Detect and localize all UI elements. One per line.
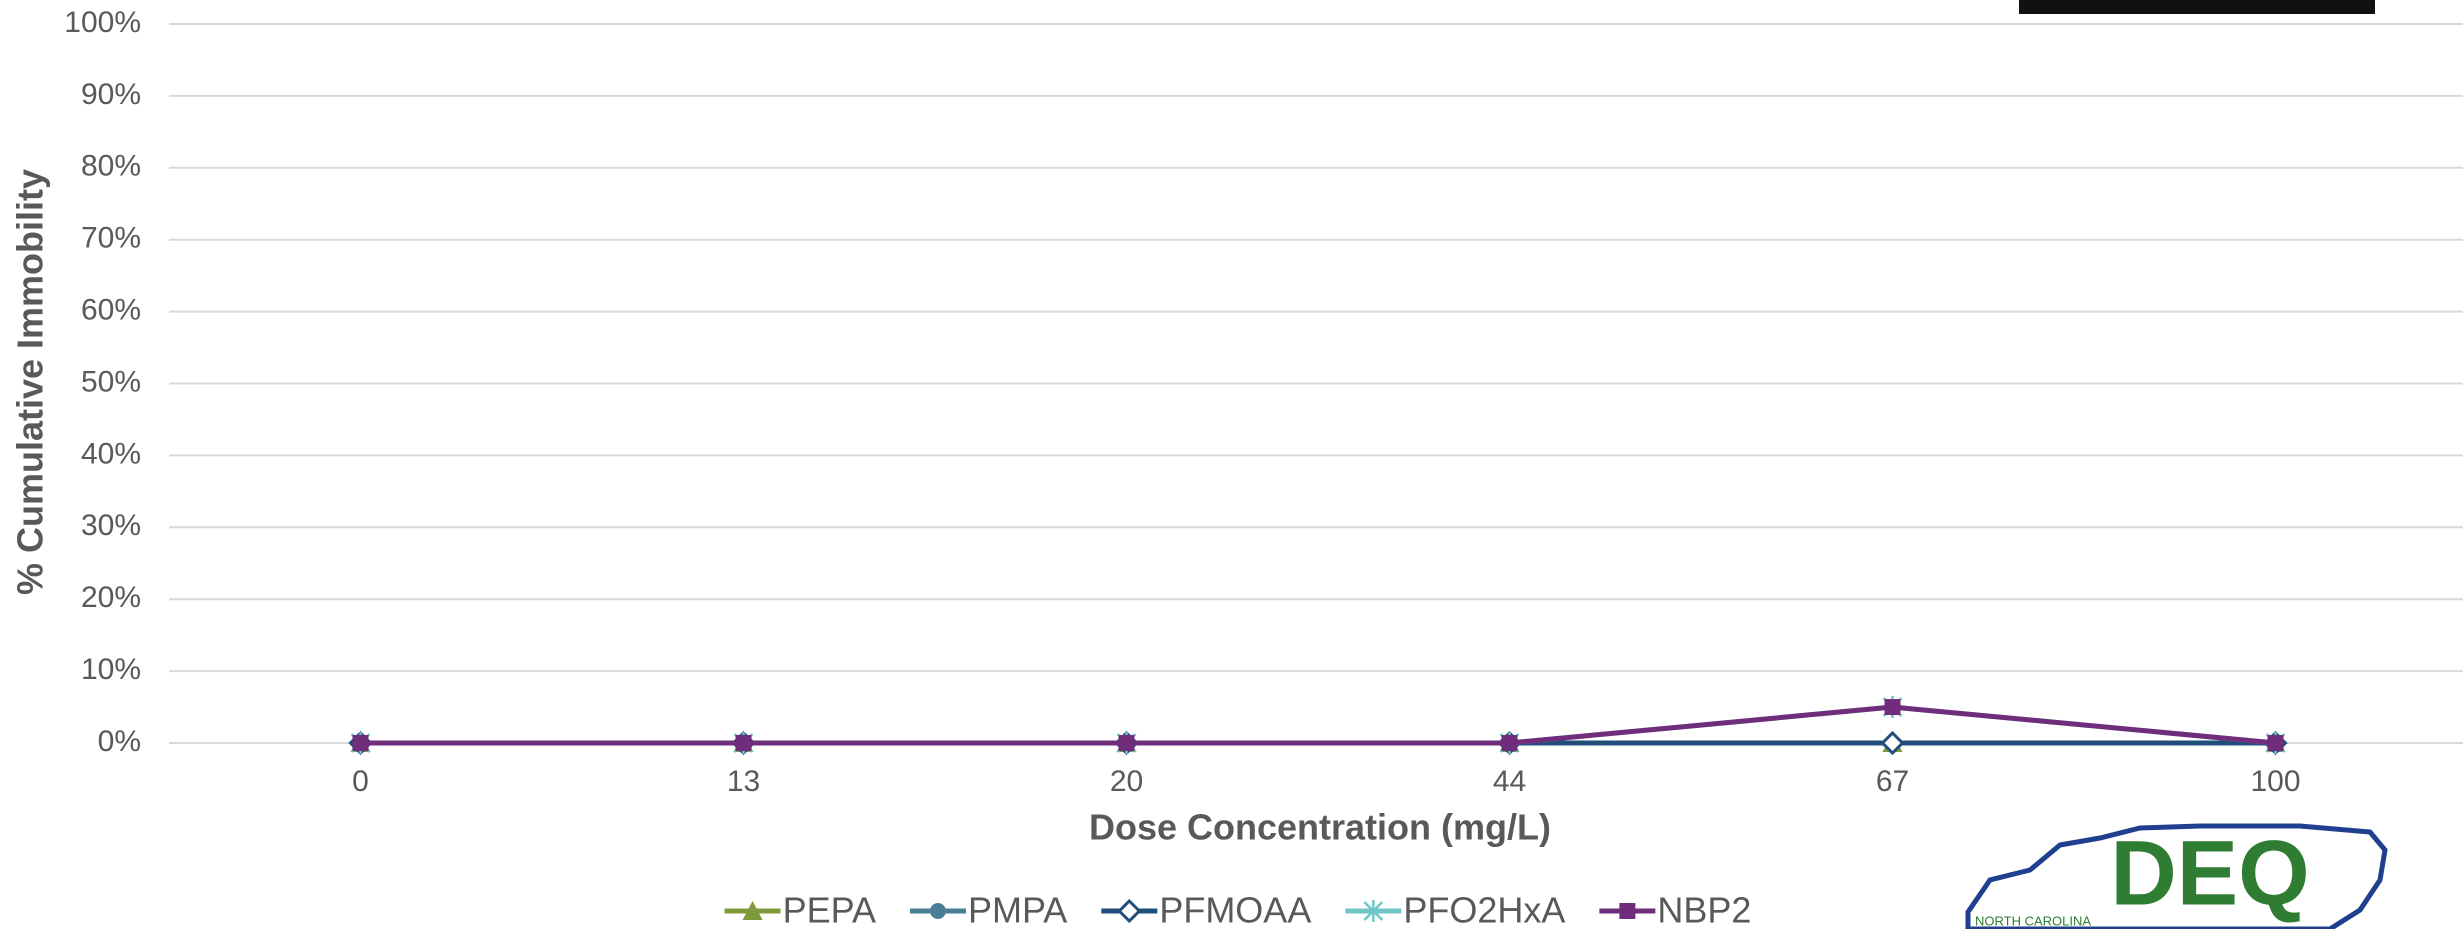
marker: [929, 903, 946, 919]
legend-label: PMPA: [968, 890, 1067, 929]
marker: [735, 735, 752, 751]
y-tick-label: 70%: [81, 222, 141, 255]
legend-label: PFMOAA: [1159, 890, 1311, 929]
legend: PEPA PMPA PFMOAA PFO2HxA NBP2: [724, 890, 1751, 929]
x-tick-label: 100: [2250, 765, 2300, 798]
y-tick-label: 10%: [81, 653, 141, 686]
legend-item: PMPA: [909, 890, 1067, 929]
x-tick-label: 44: [1493, 765, 1526, 798]
marker: [1363, 900, 1384, 922]
marker: [1118, 735, 1135, 751]
line: [360, 704, 2276, 746]
y-tick-label: 80%: [81, 150, 141, 183]
marker: [1619, 903, 1636, 919]
marker: [1117, 898, 1142, 924]
grid: [169, 23, 2463, 744]
y-tick-label: 60%: [81, 294, 141, 327]
y-tick-label: 0%: [98, 725, 141, 758]
logo: DEQ NORTH CAROLINA: [1965, 822, 2388, 929]
y-tick-label: 20%: [81, 581, 141, 614]
legend-item: PFO2HxA: [1345, 890, 1565, 929]
legend-label: NBP2: [1657, 890, 1751, 929]
y-axis-title: % Cumulative Immobility: [10, 169, 51, 595]
legend-item: NBP2: [1599, 890, 1751, 929]
marker: [1884, 699, 1901, 716]
legend-item: PFMOAA: [1101, 890, 1311, 929]
legend-label: PEPA: [783, 890, 876, 929]
logo-subtext: NORTH CAROLINA: [1975, 913, 2091, 928]
x-tick-label: 20: [1110, 765, 1143, 798]
x-tick-label: 67: [1876, 765, 1909, 798]
x-axis-title: Dose Concentration (mg/L): [1089, 807, 1551, 848]
y-tick-label: 30%: [81, 509, 141, 542]
marker: [742, 901, 763, 920]
line: [360, 704, 2276, 746]
marker: [1880, 730, 1905, 756]
video-thumbnail: [2019, 0, 2375, 14]
y-tick-label: 50%: [81, 365, 141, 398]
y-tick-label: 100%: [64, 6, 141, 39]
marker: [352, 735, 369, 751]
legend-item: PEPA: [724, 890, 876, 929]
legend-label: PFO2HxA: [1403, 890, 1565, 929]
logo-outline: [1965, 823, 2388, 929]
marker: [2267, 735, 2284, 751]
logo-text: DEQ: [2110, 822, 2309, 924]
marker: [1501, 735, 1518, 751]
x-tick-label: 13: [727, 765, 760, 798]
series: [352, 699, 2284, 751]
x-tick-label: 0: [352, 765, 369, 798]
y-tick-label: 90%: [81, 78, 141, 111]
y-tick-label: 40%: [81, 437, 141, 470]
